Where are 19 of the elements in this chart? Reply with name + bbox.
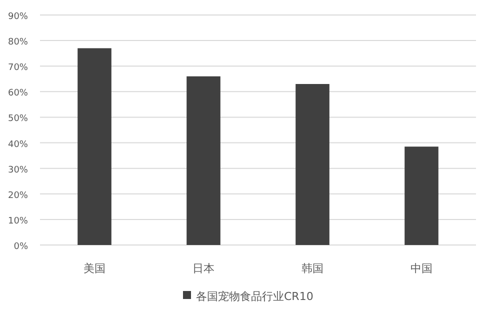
x-tick-label: 日本	[192, 262, 214, 275]
x-tick-label: 韩国	[302, 262, 324, 275]
bar	[404, 146, 438, 245]
legend-label: 各国宠物食品行业CR10	[196, 290, 314, 303]
y-tick-label: 80%	[8, 38, 28, 48]
y-tick-label: 60%	[8, 88, 28, 99]
y-tick-label: 20%	[8, 190, 28, 201]
x-tick-label: 中国	[410, 262, 432, 275]
y-tick-label: 30%	[8, 165, 28, 176]
y-tick-label: 90%	[8, 12, 28, 22]
y-tick-label: 70%	[8, 63, 28, 74]
y-tick-label: 10%	[8, 216, 28, 226]
bar	[186, 76, 220, 245]
bar	[78, 48, 112, 245]
x-tick-label: 美国	[84, 262, 106, 275]
bar	[296, 84, 330, 245]
y-tick-label: 0%	[14, 242, 28, 252]
y-tick-label: 40%	[8, 140, 28, 150]
y-tick-label: 50%	[8, 114, 28, 124]
